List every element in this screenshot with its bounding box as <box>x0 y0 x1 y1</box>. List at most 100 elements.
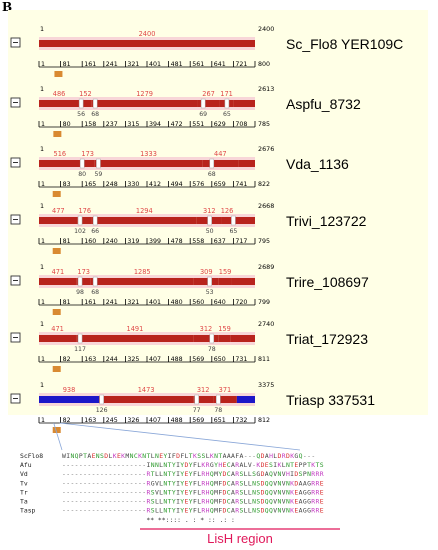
exon-length-label: 312 <box>203 207 216 215</box>
intron-length-label: 69 <box>199 111 207 118</box>
aligned-sequence: --------------------RGVLNTYIYEYFLRHQMFDC… <box>62 479 324 487</box>
aligned-sequence: --------------------RSVLNTYIYEYFLRHQMFDC… <box>62 488 324 496</box>
aa-tick-label: 321 <box>127 299 139 306</box>
exon-outline-bottom <box>39 107 255 110</box>
aa-tick-label: 160 <box>84 238 96 245</box>
gene-name: Trivi_123722 <box>286 213 367 229</box>
exon-segment <box>39 100 80 107</box>
exon-length-label: 1491 <box>127 325 144 333</box>
exon-segment <box>91 217 197 224</box>
nt-start-label: 1 <box>40 320 44 328</box>
intron-length-label: 98 <box>76 289 84 296</box>
lish-domain-box <box>53 131 62 137</box>
nt-start-label: 1 <box>40 263 44 271</box>
collapse-toggle[interactable] <box>10 157 21 168</box>
nt-end-label: 2689 <box>258 263 274 271</box>
exon-length-label: 267 <box>202 90 215 98</box>
aa-tick-label: 237 <box>106 121 118 128</box>
exon-segment <box>39 335 77 342</box>
aa-tick-label: 245 <box>106 417 118 424</box>
collapse-toggle[interactable] <box>10 393 21 404</box>
nt-end-label: 3375 <box>258 381 274 389</box>
alignment-row: Tasp --------------------RSLLNTYIYEYFLRHQ… <box>20 507 324 515</box>
nt-start-label: 1 <box>40 85 44 93</box>
exon-segment <box>76 278 91 285</box>
exon-segment <box>91 100 198 107</box>
intron-length-label: 80 <box>78 171 86 178</box>
exon-length-label: 312 <box>197 386 210 394</box>
intron-length-label: 50 <box>206 228 214 235</box>
exon-segment <box>77 217 92 224</box>
gene-row: 486 152 1279 267 171 56 68 69 65 1 2613 Aspfu_8732 1… <box>10 85 361 137</box>
intron-length-label: 78 <box>214 407 222 414</box>
intron-length-label: 102 <box>74 228 86 235</box>
intron-length-label: 68 <box>91 289 99 296</box>
aa-tick-label: 248 <box>106 181 118 188</box>
exon-segment <box>39 40 255 47</box>
aa-tick-label: 478 <box>171 238 183 245</box>
exon-length-label: 1285 <box>134 268 151 276</box>
intron-length-label: 53 <box>206 289 214 296</box>
exon-length-label: 1333 <box>140 150 157 158</box>
exon-segment <box>213 396 237 403</box>
exon-segment-tail <box>233 100 255 107</box>
aa-tick-label: 494 <box>171 181 183 188</box>
exon-segment <box>90 278 194 285</box>
gene-name: Trire_108697 <box>286 274 369 290</box>
aa-tick-label: 240 <box>106 238 118 245</box>
gene-name: Triat_172923 <box>286 331 368 347</box>
aa-tick-label: 480 <box>171 299 183 306</box>
nt-end-label: 2613 <box>258 85 274 93</box>
aa-tick-label: 158 <box>84 121 96 128</box>
intron-length-label: 68 <box>91 111 99 118</box>
exon-outline-top <box>39 97 255 100</box>
aa-tick-label: 1 <box>41 181 45 188</box>
intron-length-label: 68 <box>208 171 216 178</box>
panel-label: B <box>2 0 13 14</box>
intron-marker <box>92 276 98 287</box>
exon-outline-bottom <box>39 403 255 406</box>
aa-tick-label: 82 <box>63 417 71 424</box>
aa-end-label: 811 <box>258 356 270 363</box>
aligned-sequence: --------------------RTLLNTYIYEYFLRHQMYDC… <box>62 470 324 478</box>
exon-segment <box>193 335 219 342</box>
aa-tick-label: 163 <box>84 356 96 363</box>
exon-outline-bottom <box>39 224 255 227</box>
aa-tick-label: 569 <box>192 417 204 424</box>
intron-marker <box>224 98 230 109</box>
exon-outline-bottom <box>39 47 255 50</box>
aa-tick-label: 640 <box>214 299 226 306</box>
exon-length-label: 173 <box>81 150 94 158</box>
diagram-background <box>8 10 428 415</box>
aa-tick-label: 576 <box>192 181 204 188</box>
intron-length-label: 56 <box>77 111 85 118</box>
collapse-toggle[interactable] <box>10 275 21 286</box>
aa-tick-label: 1 <box>41 356 45 363</box>
collapse-toggle[interactable] <box>10 97 21 108</box>
aa-tick-label: 161 <box>84 61 96 68</box>
aa-tick-label: 481 <box>171 61 183 68</box>
alignment-row: ScFlo8 WINQPTAENSDLKEKMNCKNTLNEYIFDFLTKSS… <box>20 452 315 460</box>
exon-segment <box>76 335 194 342</box>
gene-name: Triasp 337531 <box>286 392 375 408</box>
exon-length-label: 312 <box>200 325 213 333</box>
exon-length-label: 486 <box>53 90 66 98</box>
collapse-toggle[interactable] <box>10 214 21 225</box>
intron-length-label: 78 <box>208 346 216 353</box>
aa-tick-label: 637 <box>214 238 226 245</box>
aa-tick-label: 80 <box>63 121 71 128</box>
aa-tick-label: 1 <box>41 61 45 68</box>
aa-tick-label: 659 <box>214 181 226 188</box>
collapse-toggle[interactable] <box>10 332 21 343</box>
exon-segment-tail <box>231 278 255 285</box>
sequence-name: Tv <box>20 479 28 487</box>
gene-row: 938 1473 312 371 126 77 78 1 3375 Triasp 337531 1 8… <box>10 381 375 433</box>
aa-end-label: 812 <box>258 417 270 424</box>
intron-marker <box>77 215 83 226</box>
exon-length-label: 171 <box>220 90 233 98</box>
gene-row: 471 1491 312 159 117 78 1 2740 Triat_172923 1 82 16… <box>10 320 368 372</box>
aa-tick-label: 551 <box>192 121 204 128</box>
lish-domain-box <box>52 248 61 254</box>
collapse-toggle[interactable] <box>10 37 21 48</box>
aa-tick-label: 558 <box>192 238 204 245</box>
